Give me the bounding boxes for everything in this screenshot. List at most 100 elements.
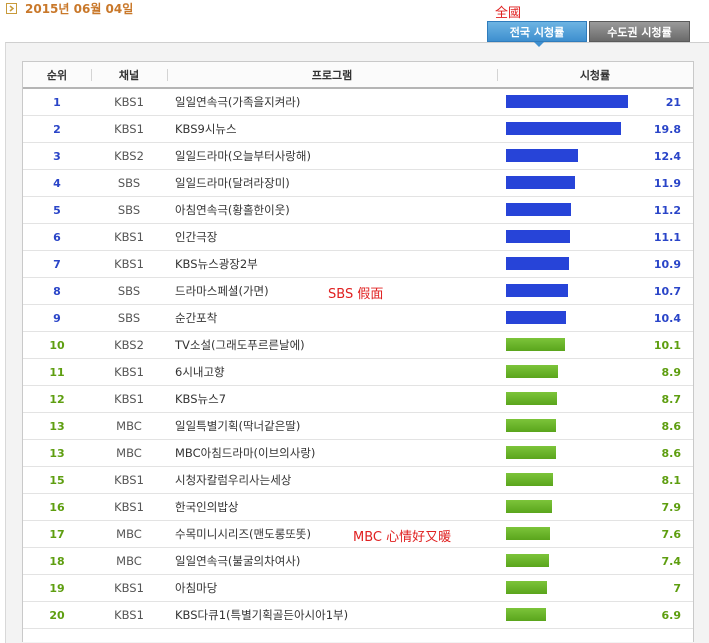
rating-value: 8.9 [661,365,682,379]
table-row[interactable]: 3 KBS2 일일드라마(오늘부터사랑해) 12.4 [23,143,693,170]
rating-value: 11.9 [653,176,681,190]
program-link[interactable]: 인간극장 [175,230,218,244]
channel-cell: KBS1 [114,365,144,379]
rating-value: 7.9 [661,500,682,514]
table-row[interactable]: 17 MBC 수목미니시리즈(맨도롱또똣) 7.6 MBC 心情好又暖 [23,521,693,548]
rating-value: 19.8 [653,122,681,136]
rating-value: 7.4 [661,554,682,568]
program-link[interactable]: 일일드라마(오늘부터사랑해) [175,149,311,163]
rating-value: 10.4 [653,311,681,325]
channel-cell: MBC [116,419,142,433]
program-link[interactable]: 일일특별기획(딱너같은딸) [175,419,301,433]
rank-cell: 1 [53,95,61,109]
rating-value: 8.6 [661,446,682,460]
channel-cell: SBS [117,311,141,325]
table-row[interactable]: 13 MBC MBC아침드라마(이브의사랑) 8.6 [23,440,693,467]
rank-cell: 5 [53,203,61,217]
channel-cell: MBC [116,527,142,541]
program-link[interactable]: MBC아침드라마(이브의사랑) [175,446,316,460]
rank-cell: 6 [53,230,61,244]
program-link[interactable]: 드라마스페셜(가면) [175,284,269,298]
rating-value: 10.7 [653,284,681,298]
table-row[interactable]: 10 KBS2 TV소설(그래도푸르른날에) 10.1 [23,332,693,359]
program-link[interactable]: 수목미니시리즈(맨도롱또똣) [175,527,311,541]
program-link[interactable]: 6시내고향 [175,365,225,379]
rating-bar [506,581,547,594]
rank-cell: 13 [49,446,65,460]
rank-cell: 4 [53,176,61,190]
table-row[interactable]: 18 MBC 일일연속극(불굴의차여사) 7.4 [23,548,693,575]
rank-cell: 19 [49,581,65,595]
table-row[interactable]: 16 KBS1 한국인의밥상 7.9 [23,494,693,521]
program-link[interactable]: 아침연속극(황홀한이웃) [175,203,290,217]
program-link[interactable]: 시청자칼럼우리사는세상 [175,473,292,487]
rank-cell: 3 [53,149,61,163]
table-row[interactable]: 12 KBS1 KBS뉴스7 8.7 [23,386,693,413]
channel-cell: KBS1 [114,581,144,595]
table-row[interactable]: 13 MBC 일일특별기획(딱너같은딸) 8.6 [23,413,693,440]
rank-cell: 9 [53,311,61,325]
channel-cell: SBS [117,203,141,217]
rating-value: 12.4 [653,149,681,163]
program-link[interactable]: 한국인의밥상 [175,500,239,514]
rating-value: 7 [673,581,681,595]
channel-cell: KBS1 [114,257,144,271]
rating-value: 6.9 [661,608,682,622]
rating-bar [506,608,546,621]
handwritten-note: MBC 心情好又暖 [353,530,452,545]
rating-bar [506,122,621,135]
rating-bar [506,230,570,243]
rating-bar [506,365,558,378]
rank-cell: 18 [49,554,65,568]
table-row[interactable]: 15 KBS1 시청자칼럼우리사는세상 8.1 [23,467,693,494]
rating-bar [506,149,578,162]
rating-bar [506,338,565,351]
header-rating: 시청률 [579,68,611,82]
table-row[interactable]: 2 KBS1 KBS9시뉴스 19.8 [23,116,693,143]
rating-bar [506,527,550,540]
rank-cell: 7 [53,257,61,271]
program-link[interactable]: KBS뉴스7 [175,392,227,406]
rating-bar [506,176,575,189]
table-row[interactable]: 20 KBS1 KBS다큐1(특별기획골든아시아1부) 6.9 [23,602,693,629]
program-link[interactable]: 일일연속극(불굴의차여사) [175,554,301,568]
table-row[interactable]: 1 KBS1 일일연속극(가족을지켜라) 21 [23,89,693,116]
program-link[interactable]: KBS9시뉴스 [175,122,237,136]
header-program: 프로그램 [311,68,353,82]
program-link[interactable]: 일일드라마(달려라장미) [175,176,290,190]
rating-bar [506,500,552,513]
rating-bar [506,95,628,108]
tab-national-ratings[interactable]: 전국 시청률 [487,21,587,42]
program-link[interactable]: KBS뉴스광장2부 [175,257,258,271]
date-text: 2015년 06월 04일 [25,1,134,16]
active-tab-pointer [534,42,544,47]
ratings-table: 순위 채널 프로그램 시청률 1 KBS1 일일연속극(가족을지켜라) 21 2 KBS1… [22,61,694,642]
program-link[interactable]: TV소설(그래도푸르른날에) [175,338,305,352]
channel-cell: KBS1 [114,230,144,244]
rating-bar [506,473,553,486]
channel-cell: KBS1 [114,122,144,136]
table-row[interactable]: 19 KBS1 아침마당 7 [23,575,693,602]
table-row[interactable]: 9 SBS 순간포착 10.4 [23,305,693,332]
program-link[interactable]: 일일연속극(가족을지켜라) [175,95,301,109]
channel-cell: MBC [116,446,142,460]
program-link[interactable]: 아침마당 [175,581,218,595]
program-link[interactable]: 순간포착 [175,311,218,325]
program-link[interactable]: KBS다큐1(특별기획골든아시아1부) [175,608,349,622]
table-row[interactable]: 5 SBS 아침연속극(황홀한이웃) 11.2 [23,197,693,224]
tab-capital-ratings[interactable]: 수도권 시청률 [589,21,690,42]
table-row[interactable]: 8 SBS 드라마스페셜(가면) 10.7 SBS 假面 [23,278,693,305]
table-row[interactable]: 6 KBS1 인간극장 11.1 [23,224,693,251]
rating-tabs: 전국 시청률 수도권 시청률 [487,21,690,42]
rating-bar [506,203,571,216]
table-body: 1 KBS1 일일연속극(가족을지켜라) 21 2 KBS1 KBS9시뉴스 19.8 3 KBS… [23,89,693,629]
table-row[interactable]: 4 SBS 일일드라마(달려라장미) 11.9 [23,170,693,197]
table-row[interactable]: 11 KBS1 6시내고향 8.9 [23,359,693,386]
rating-bar [506,392,557,405]
rating-value: 8.7 [661,392,682,406]
rating-bar [506,284,568,297]
header-divider [91,69,92,81]
table-row[interactable]: 7 KBS1 KBS뉴스광장2부 10.9 [23,251,693,278]
rating-value: 8.6 [661,419,682,433]
channel-cell: KBS1 [114,392,144,406]
